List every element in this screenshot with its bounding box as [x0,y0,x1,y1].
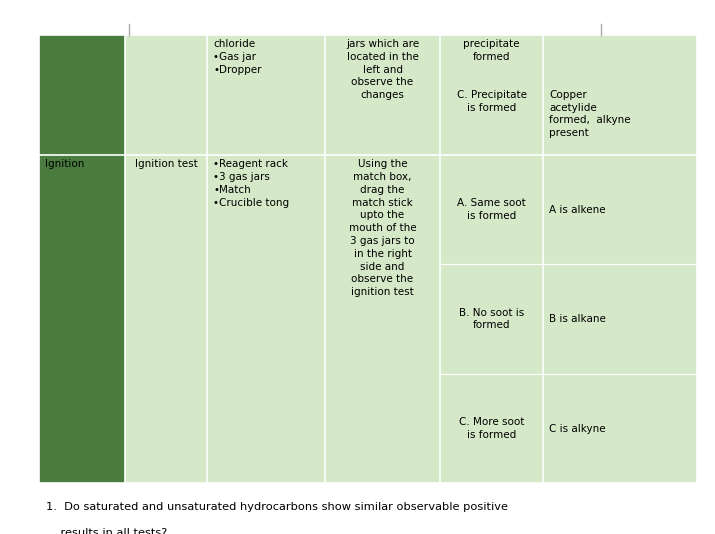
Bar [39,35,125,155]
Text: Ignition test: Ignition test [135,159,197,169]
Text: 1.  Do saturated and unsaturated hydrocarbons show similar observable positive: 1. Do saturated and unsaturated hydrocar… [46,502,508,512]
Text: C. More soot
is formed: C. More soot is formed [459,417,524,440]
Bar [125,155,207,483]
Text: Ignition: Ignition [45,159,84,169]
Bar [325,35,440,155]
Bar [440,35,543,155]
Bar [543,35,697,155]
Text: A is alkene: A is alkene [549,205,606,215]
Text: chloride
•Gas jar
•Dropper: chloride •Gas jar •Dropper [213,39,262,75]
Text: jars which are
located in the
left and
observe the
changes: jars which are located in the left and o… [346,39,419,100]
Bar [207,155,325,483]
Text: Using the
match box,
drag the
match stick
upto the
mouth of the
3 gas jars to
in: Using the match box, drag the match stic… [349,159,416,297]
Bar [325,155,440,483]
Bar [440,155,543,483]
Text: precipitate
formed: precipitate formed [463,39,520,62]
Text: B. No soot is
formed: B. No soot is formed [459,308,524,331]
Text: Copper
acetylide
formed,  alkyne
present: Copper acetylide formed, alkyne present [549,90,631,138]
Text: A. Same soot
is formed: A. Same soot is formed [457,198,526,221]
Text: •Reagent rack
•3 gas jars
•Match
•Crucible tong: •Reagent rack •3 gas jars •Match •Crucib… [213,159,289,208]
Text: B is alkane: B is alkane [549,314,606,324]
Bar [543,155,697,483]
Bar [207,35,325,155]
Bar [125,35,207,155]
Text: C. Precipitate
is formed: C. Precipitate is formed [457,90,526,113]
Bar [39,155,125,483]
Text: results in all tests?: results in all tests? [46,528,168,534]
Text: C is alkyne: C is alkyne [549,423,606,434]
